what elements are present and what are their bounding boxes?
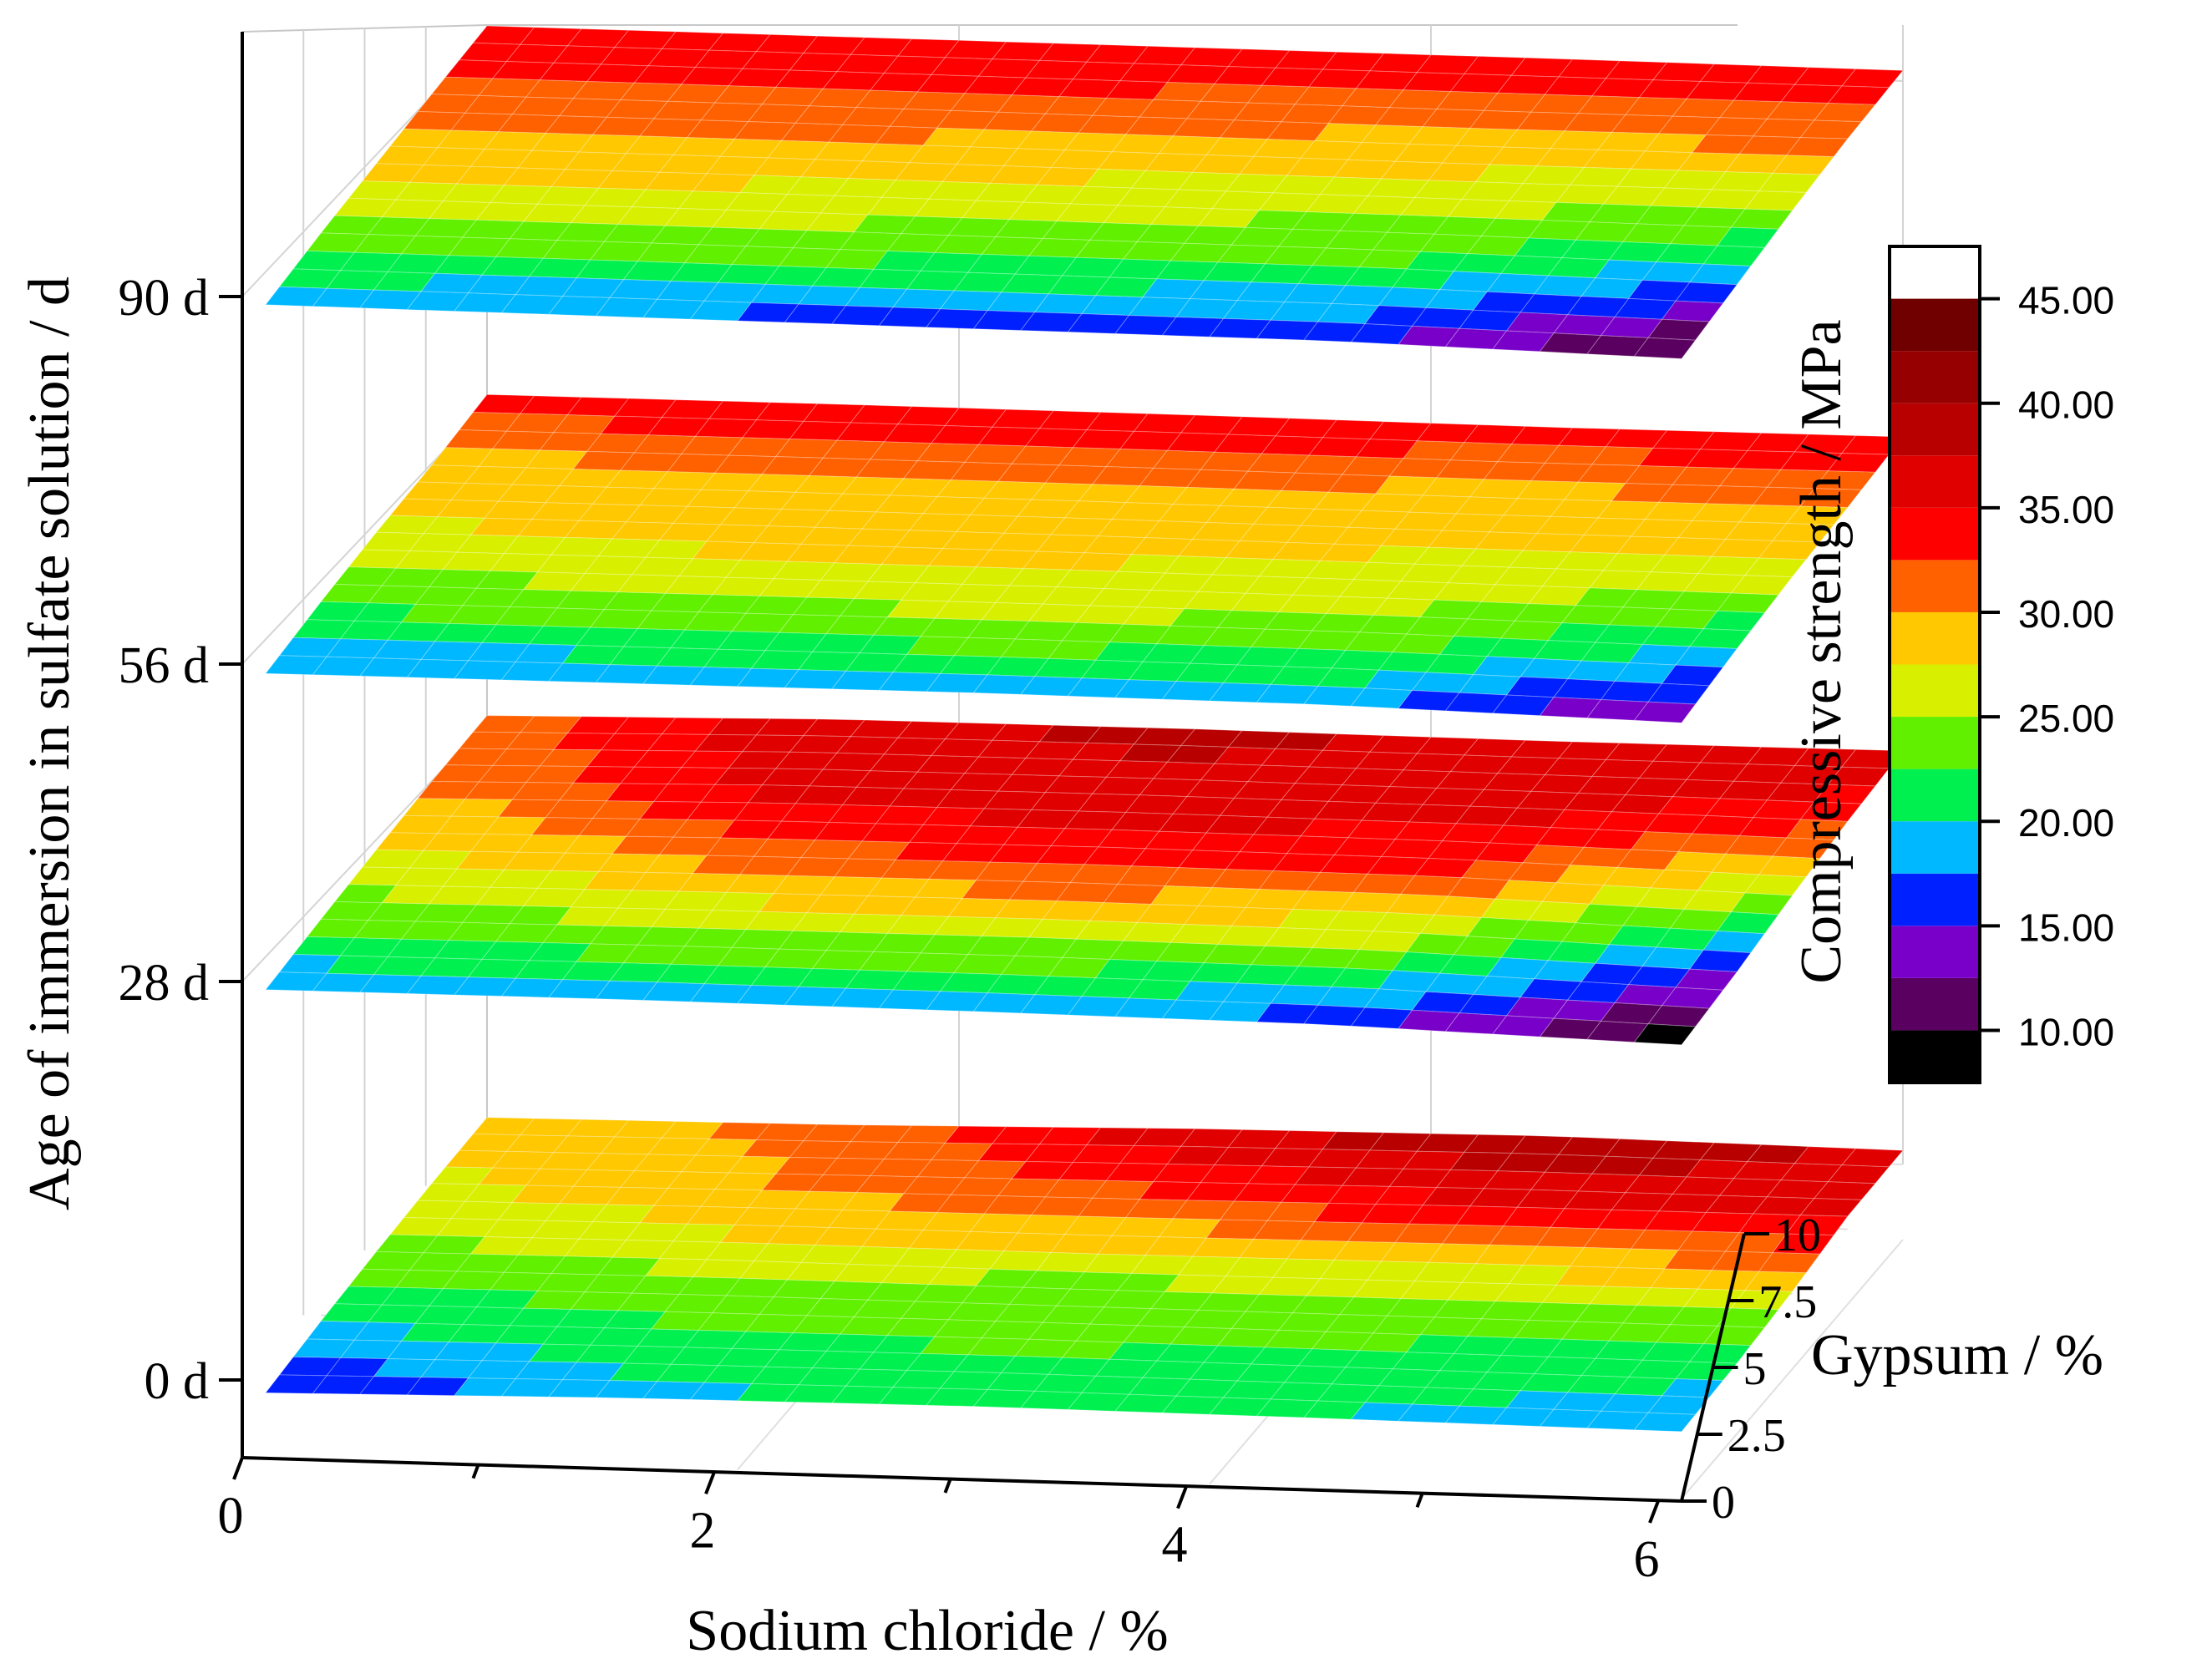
colorbar-tick-label: 15.00 [2018, 905, 2114, 949]
colorbar-swatch [1890, 664, 1980, 718]
surface-cell [1633, 337, 1697, 359]
grid-line [1681, 1239, 1904, 1499]
colorbar-swatch [1890, 560, 1980, 612]
surface-cell [1633, 701, 1697, 723]
surface-cell [1799, 488, 1863, 509]
surface-cell [1799, 801, 1863, 822]
gypsum-tick-label: 7.5 [1758, 1276, 1817, 1328]
surface-0d [264, 1117, 1905, 1433]
age-tick-label: 28 d [119, 955, 210, 1012]
x-tick-label: 6 [1634, 1531, 1660, 1588]
colorbar-swatch [1890, 977, 1980, 1031]
gypsum-tick-label: 10 [1774, 1210, 1821, 1261]
surface-cell [1772, 155, 1835, 175]
surfaces [264, 25, 1905, 1433]
colorbar-swatch [1890, 926, 1980, 978]
surface-cell [1675, 646, 1738, 668]
surface-cell [1716, 592, 1779, 614]
surface-cell [1813, 102, 1876, 123]
colorbar-swatch [1890, 298, 1980, 352]
surface-cell [1758, 855, 1821, 878]
surface-cell [1813, 784, 1876, 804]
x-tick-label: 0 [218, 1488, 244, 1545]
axes: 0 d28 d56 d90 d0 2 4 602.557.510 [119, 32, 1821, 1588]
colorbar-tick-label: 20.00 [2018, 801, 2114, 845]
surface-cell [1827, 85, 1890, 105]
colorbar-swatch [1890, 455, 1980, 508]
colorbar-tick-label: 40.00 [2018, 383, 2114, 427]
surface-cell [1702, 930, 1766, 954]
x-minor-tick [1415, 1493, 1424, 1509]
surface-cell [1730, 1290, 1793, 1311]
colorbar-swatch [1890, 403, 1980, 456]
surface-cell [1647, 318, 1711, 341]
x-tick [232, 1457, 244, 1480]
y-axis-label: Age of immersion in sulfate solution / d [18, 276, 82, 1210]
x-minor-tick [943, 1479, 952, 1494]
x-tick [704, 1471, 716, 1495]
surface-cell [1744, 190, 1808, 211]
surface-cell [1633, 1412, 1697, 1433]
colorbar-swatch [1890, 821, 1980, 874]
colorbar-swatch [1890, 611, 1980, 665]
surface-90d [265, 25, 1905, 359]
surface-cell [1702, 245, 1766, 267]
colorbar-tick-label: 30.00 [2018, 592, 2114, 636]
surface-56d [265, 393, 1905, 723]
colorbar-swatch [1890, 769, 1980, 822]
colorbar-swatch [1890, 351, 1980, 403]
colorbar-swatch [1890, 1030, 1980, 1083]
surface-cell [1647, 682, 1711, 705]
surface-cell [1799, 1198, 1863, 1217]
surface-cell [1744, 874, 1808, 896]
surface-28d [264, 715, 1905, 1046]
surface-cell [1772, 837, 1835, 860]
colorbar-frame [1888, 245, 1981, 1084]
surface-cell [1716, 226, 1779, 248]
x-tick-label: 4 [1162, 1517, 1188, 1574]
x-tick-label: 2 [690, 1502, 716, 1559]
colorbar-tick-label: 10.00 [2018, 1010, 2114, 1053]
colorbar-swatch [1890, 507, 1980, 561]
surface-cell [1772, 1233, 1835, 1255]
surface-cell [1799, 119, 1863, 140]
surface-cell [1730, 575, 1793, 596]
surface-cell [1758, 172, 1821, 194]
colorbar-tick-label: 45.00 [2018, 279, 2114, 322]
colorbar-swatch [1890, 873, 1980, 926]
surface-cell [1661, 300, 1724, 322]
gypsum-tick-label: 0 [1712, 1477, 1735, 1529]
surface-cell [1744, 1271, 1808, 1292]
gypsum-tick-label: 2.5 [1727, 1410, 1786, 1462]
surface-cell [1785, 1215, 1849, 1236]
colorbar-tick-label: 25.00 [2018, 697, 2114, 740]
gypsum-tick-label: 5 [1743, 1343, 1767, 1395]
age-tick-label: 56 d [119, 637, 210, 694]
surface-cell [1661, 664, 1724, 687]
colorbar-label: Compressive strength / MPa [1789, 319, 1854, 983]
colorbar-swatch [1890, 717, 1980, 769]
x-axis-label: Sodium chloride / % [686, 1599, 1168, 1663]
x-axis-line [241, 1456, 1682, 1503]
colorbar-tick-label: 35.00 [2018, 488, 2114, 531]
x-tick [1648, 1500, 1660, 1524]
age-tick-label: 90 d [119, 270, 210, 327]
surface-cell [1730, 208, 1793, 230]
colorbar: 10.00 15.00 20.00 25.00 30.00 35.00 40.00 45.00 [1888, 245, 2114, 1084]
age-tick-label: 0 d [145, 1353, 210, 1410]
x-minor-tick [471, 1463, 480, 1479]
surface-cell [1702, 610, 1766, 632]
surface-cell [1758, 1252, 1821, 1274]
surface-cell [1840, 68, 1905, 89]
x-tick [1176, 1485, 1188, 1509]
colorbar-swatch [1890, 246, 1980, 299]
gypsum-axis-label: Gypsum / % [1811, 1323, 2103, 1387]
surface-cell [1633, 1023, 1697, 1046]
